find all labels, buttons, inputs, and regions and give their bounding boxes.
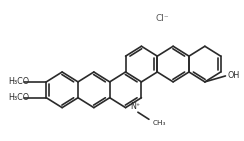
Text: H₃CO: H₃CO [9, 93, 30, 102]
Text: OH: OH [228, 71, 240, 81]
Text: CH₃: CH₃ [152, 120, 166, 126]
Text: H₃CO: H₃CO [9, 77, 30, 86]
Text: N⁺: N⁺ [130, 102, 141, 111]
Text: Cl⁻: Cl⁻ [155, 14, 169, 23]
